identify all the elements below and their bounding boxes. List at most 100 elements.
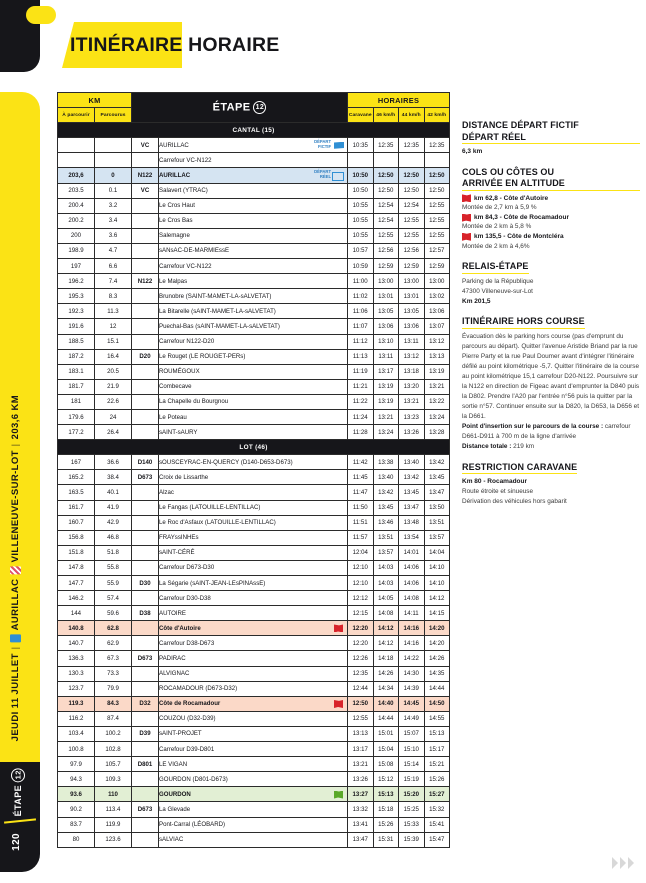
cell-time-caravane: 10:50 [347, 182, 374, 199]
cell-km-covered: 3.6 [94, 227, 132, 244]
total-label: Distance totale : [462, 442, 512, 450]
cell-road-number [131, 227, 159, 244]
cell-time-46: 13:10 [372, 333, 400, 350]
cell-place-name: La Glevade [157, 801, 349, 818]
table-row: 161.7 41.9 Le Fangas (LATOUILLE-LENTILLAC)… [57, 499, 451, 516]
next-page-chevrons[interactable] [612, 857, 634, 869]
cell-time-44: 14:30 [398, 665, 425, 682]
cell-time-46: 13:45 [372, 499, 400, 516]
climb-entry: km 135,5 - Côte de Montcléra [462, 232, 640, 242]
cell-time-caravane: 10:55 [347, 197, 374, 214]
cell-km-covered: 8.3 [94, 288, 132, 305]
cell-time-42: 14:20 [423, 620, 451, 637]
cell-time-46: 15:26 [372, 816, 400, 833]
cell-time-46: 12:54 [372, 212, 400, 229]
place-label: Carrefour D673-D30 [159, 564, 215, 572]
cell-km-remaining: 144 [57, 605, 95, 622]
cell-road-number [131, 665, 159, 682]
rail-start-city: AURILLAC [10, 578, 21, 631]
table-row: VC AURILLAC DÉPART FICTIF 10:35 12:35 12:35 12:… [57, 137, 451, 154]
table-row: 94.3 109.3 GOURDON (D801-D673) 13:26 15:12 15… [57, 771, 451, 788]
cell-km-remaining: 147.7 [57, 574, 95, 592]
cell-time-44: 12:50 [398, 167, 425, 184]
cell-km-covered: 15.1 [94, 333, 132, 350]
cell-km-covered: 0.1 [94, 182, 132, 199]
cell-time-caravane: 13:32 [347, 801, 374, 818]
cell-km-covered: 84.3 [94, 695, 132, 712]
cell-place-name: Carrefour D38-D673 [157, 635, 349, 652]
cell-road-number [131, 831, 159, 848]
cell-time-caravane: 12:55 [347, 710, 374, 727]
header-schedule-group: HORAIRES [347, 91, 451, 109]
chevron-right-icon-3 [628, 857, 634, 869]
cell-place-name: Carrefour VC-N122 [157, 152, 349, 169]
cell-time-42: 15:13 [423, 725, 451, 743]
page-number-value: 120 [11, 833, 22, 851]
cell-place-name: Carrefour D30-D38 [157, 590, 349, 607]
place-label: La Bitarelle (sAINT-MAMET-LA-sALVETAT) [159, 307, 276, 315]
cell-time-46: 14:03 [372, 574, 400, 592]
cell-time-46: 14:34 [372, 680, 400, 697]
relais-line2: 47300 Villeneuve-sur-Lot [462, 287, 533, 295]
cell-time-44: 13:54 [398, 529, 425, 546]
header-speed-46: 46 km/h [372, 107, 400, 124]
place-label: Salavert (YTRAC) [159, 187, 208, 195]
place-label: LE VIGAN [159, 760, 188, 768]
cell-place-name: FRAYssINHEs [157, 529, 349, 546]
rail-bottom-block [0, 762, 40, 872]
cell-road-number: N122 [131, 167, 159, 184]
cell-time-caravane: 10:59 [347, 258, 374, 275]
table-row: 200.4 3.2 Le Cros Haut 10:55 12:54 12:54 12:55 [57, 197, 451, 214]
cell-km-covered: 62.8 [94, 620, 132, 637]
cell-road-number: VC [131, 137, 159, 154]
place-label: Carrefour D39-D801 [159, 745, 215, 753]
cell-km-remaining: 165.2 [57, 469, 95, 486]
cell-place-name: ROCAMADOUR (D673-D32) [157, 680, 349, 697]
cell-km-remaining: 198.9 [57, 242, 95, 260]
cell-road-number [131, 197, 159, 214]
cell-place-name: Le Rouget (LE ROUGET-PERs) [157, 348, 349, 365]
cell-place-name: sAINT-PROJET [157, 725, 349, 743]
cell-km-remaining: 116.2 [57, 710, 95, 727]
cell-time-42: 12:55 [423, 227, 451, 244]
place-label: Le Roc d'Asfaux (LATOUILLE-LENTILLAC) [159, 519, 276, 527]
cell-km-remaining: 200.4 [57, 197, 95, 214]
table-row: 147.7 55.9 D30 La Ségarie (sAINT-JEAN-LEsPI… [57, 574, 451, 592]
cell-place-name: Carrefour VC-N122 [157, 258, 349, 275]
cell-time-42: 13:13 [423, 348, 451, 365]
table-row: 203,6 0 N122 AURILLAC DÉPART RÉEL 10:50 12:50 12… [57, 167, 451, 184]
cell-time-42: 13:42 [423, 454, 451, 471]
table-row: 100.8 102.8 Carrefour D39-D801 13:17 15:04 15… [57, 741, 451, 758]
cell-time-42: 13:51 [423, 514, 451, 531]
cell-time-44: 14:06 [398, 559, 425, 577]
cell-km-covered: 87.4 [94, 710, 132, 727]
table-row: 156.8 46.8 FRAYssINHEs 11:57 13:51 13:54 13:57 [57, 529, 451, 546]
table-row: 83.7 119.9 Pont-Carral (LÉOBARD) 13:41 15:26… [57, 816, 451, 833]
department-separator-row: LOT (46) [56, 439, 451, 456]
cell-km-remaining: 195.3 [57, 288, 95, 305]
cell-time-caravane: 11:06 [347, 303, 374, 320]
rail-stage-badge: ÉTAPE 12 [11, 768, 25, 816]
cell-place-name: Le Cros Bas [157, 212, 349, 229]
cell-time-44: 15:19 [398, 771, 425, 788]
cell-time-46: 13:57 [372, 544, 400, 561]
cell-road-number [131, 393, 159, 410]
cell-road-number [131, 559, 159, 577]
place-label: ROUMÉGOUX [159, 368, 200, 376]
mountain-flag-icon [462, 232, 471, 241]
cell-place-name: sAINT-sAURY [157, 424, 349, 441]
cell-time-44: 13:47 [398, 499, 425, 516]
cell-time-caravane: 12:20 [347, 635, 374, 652]
cell-km-covered: 20.5 [94, 363, 132, 380]
cell-km-covered: 7.4 [94, 273, 132, 290]
cell-road-number [131, 741, 159, 758]
cell-time-44: 13:23 [398, 408, 425, 426]
cell-time-44: 13:06 [398, 318, 425, 335]
cell-place-name: AUTOIRE [157, 605, 349, 622]
cell-time-42: 13:47 [423, 484, 451, 501]
cell-time-caravane: 11:07 [347, 318, 374, 335]
cell-place-name: La Ségarie (sAINT-JEAN-LEsPINAssE) [157, 574, 349, 592]
cell-time-44: 14:16 [398, 620, 425, 637]
cell-time-caravane: 11:13 [347, 348, 374, 365]
cell-time-caravane: 13:41 [347, 816, 374, 833]
